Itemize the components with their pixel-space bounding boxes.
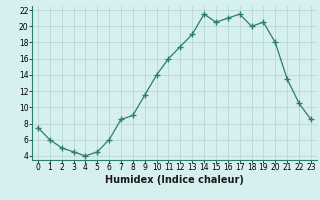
X-axis label: Humidex (Indice chaleur): Humidex (Indice chaleur): [105, 175, 244, 185]
